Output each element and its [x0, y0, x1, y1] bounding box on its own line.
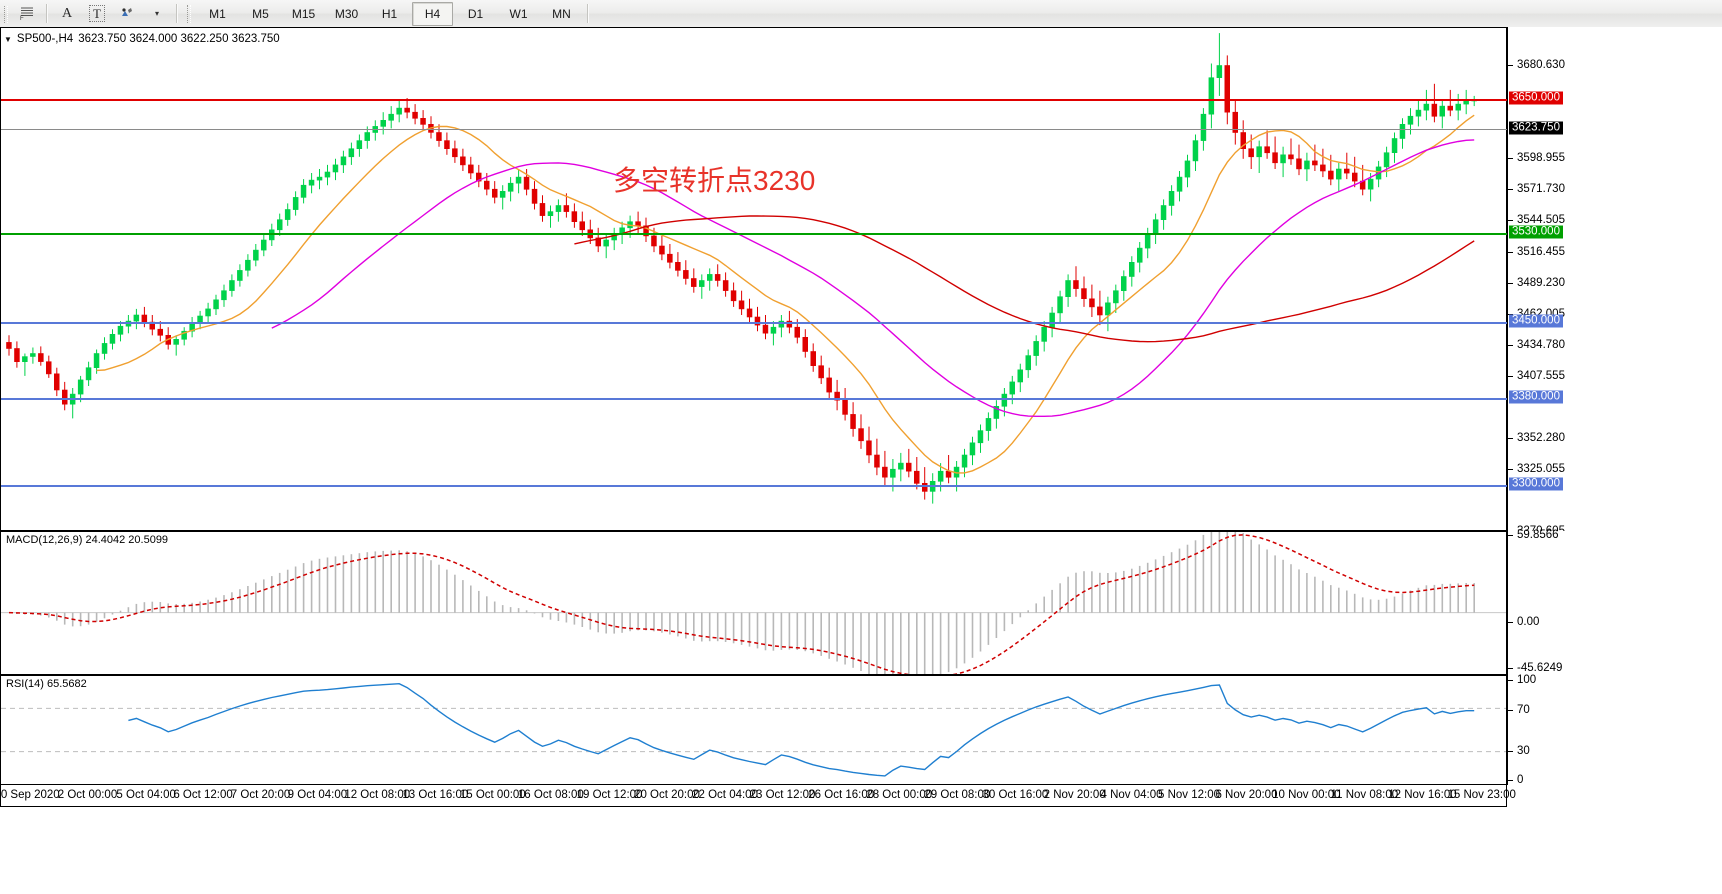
price-scale-tick: 3325.055 — [1508, 463, 1565, 475]
macd-scale[interactable]: 59.8566 0.00 -45.6249 — [1507, 529, 1722, 675]
time-axis-label: 28 Oct 00:00 — [866, 789, 933, 801]
macd-pane[interactable]: MACD(12,26,9) 24.4042 20.5099 — [0, 531, 1507, 675]
symbol-info-row: ▼ SP500-,H4 3623.750 3624.000 3622.250 3… — [4, 33, 280, 45]
price-series-canvas — [6, 33, 1477, 504]
svg-text:F: F — [20, 16, 24, 21]
level-line-current-3623[interactable] — [1, 129, 1508, 130]
toolbar-separator-3 — [587, 4, 589, 23]
rsi-pane[interactable]: RSI(14) 65.5682 — [0, 675, 1507, 785]
price-scale-tick: 3407.555 — [1508, 370, 1565, 382]
rsi-scale[interactable]: 100 70 30 0 — [1507, 674, 1722, 786]
time-axis-label: 5 Oct 04:00 — [116, 789, 176, 801]
rsi-scale-tick: 0 — [1508, 774, 1523, 786]
crosshair-cursor-icon[interactable]: F — [13, 1, 41, 26]
time-axis-label: 13 Oct 16:00 — [402, 789, 469, 801]
level-line-3650[interactable] — [1, 99, 1508, 101]
price-scale-tick: 3571.730 — [1508, 183, 1565, 195]
price-scale-tag[interactable]: 3530.000 — [1509, 225, 1563, 239]
macd-indicator-label: MACD(12,26,9) 24.4042 20.5099 — [6, 534, 169, 546]
macd-scale-tick: -45.6249 — [1508, 662, 1562, 674]
price-scale-tag[interactable]: 3300.000 — [1509, 477, 1563, 491]
time-axis-label: 22 Oct 04:00 — [692, 789, 758, 801]
timeframe-h4[interactable]: H4 — [412, 1, 453, 26]
time-axis-label: 5 Nov 12:00 — [1157, 789, 1221, 801]
price-scale-tick: 3434.780 — [1508, 339, 1565, 351]
shapes-icon[interactable] — [113, 1, 141, 26]
timeframe-mn[interactable]: MN — [552, 6, 571, 21]
price-scale-tick: 3544.505 — [1508, 214, 1565, 226]
rsi-scale-tick: 100 — [1508, 674, 1536, 686]
ohlc-values: 3623.750 3624.000 3622.250 3623.750 — [78, 33, 280, 45]
time-axis-label: 7 Oct 20:00 — [230, 789, 291, 801]
time-axis-label: 16 Oct 08:00 — [517, 789, 584, 801]
time-axis-label: 11 Nov 08:00 — [1330, 789, 1399, 801]
time-axis-label: 9 Oct 04:00 — [287, 789, 348, 801]
text-label-A-icon[interactable]: A — [61, 5, 73, 21]
time-axis-label: 6 Oct 12:00 — [173, 789, 233, 801]
time-axis-label: 15 Nov 23:00 — [1447, 789, 1516, 801]
rsi-series-canvas — [1, 682, 1506, 777]
rsi-scale-tick: 70 — [1508, 704, 1530, 716]
timeframe-m1[interactable]: M1 — [209, 6, 226, 21]
toolbar-separator-2 — [176, 4, 178, 23]
time-axis-label: 2 Oct 00:00 — [57, 789, 118, 801]
price-scale-tick: 3516.455 — [1508, 246, 1565, 258]
price-scale[interactable]: 3680.630 3598.955 3571.730 3544.505 3516.455… — [1507, 27, 1722, 599]
symbol-timeframe-label: SP500-,H4 — [16, 33, 74, 45]
symbol-dropdown-caret-icon[interactable]: ▼ — [4, 34, 12, 44]
timeframe-m5[interactable]: M5 — [252, 6, 269, 21]
price-scale-tick: 3598.955 — [1508, 152, 1565, 164]
price-scale-tick: 3489.230 — [1508, 277, 1565, 289]
price-scale-tick: 3352.280 — [1508, 432, 1565, 444]
level-line-3380[interactable] — [1, 398, 1508, 400]
time-axis-label: 29 Oct 08:00 — [924, 789, 991, 801]
time-axis-label: 2 Nov 20:00 — [1043, 789, 1106, 801]
time-axis-label: 10 Nov 00:00 — [1272, 789, 1341, 801]
macd-scale-tick: 59.8566 — [1508, 529, 1559, 541]
toolbar-separator — [46, 4, 48, 23]
chart-annotation-text[interactable]: 多空转折点3230 — [613, 165, 816, 196]
time-axis-label: 12 Nov 16:00 — [1388, 789, 1457, 801]
time-axis-label: 6 Nov 20:00 — [1215, 789, 1278, 801]
time-axis-label: 30 Sep 2020 — [0, 789, 60, 801]
macd-scale-tick: 0.00 — [1508, 616, 1539, 628]
level-line-3530[interactable] — [1, 233, 1508, 235]
toolbar-drag-handle[interactable] — [1, 3, 10, 25]
text-box-T-icon[interactable]: T — [83, 1, 111, 26]
time-axis-label: 15 Oct 00:00 — [459, 789, 526, 801]
time-axis-label: 30 Oct 16:00 — [982, 789, 1049, 801]
time-axis[interactable]: 30 Sep 2020 2 Oct 00:00 5 Oct 04:00 6 Oct 1… — [0, 785, 1516, 807]
price-pane[interactable]: ▼ SP500-,H4 3623.750 3624.000 3622.250 3… — [0, 27, 1508, 531]
price-scale-tag[interactable]: 3450.000 — [1509, 314, 1563, 328]
timeframe-m15[interactable]: M15 — [291, 6, 316, 21]
timeframe-toolbar-drag-handle[interactable] — [184, 4, 193, 24]
time-axis-label: 12 Oct 08:00 — [344, 789, 411, 801]
timeframe-w1[interactable]: W1 — [509, 6, 528, 21]
time-axis-label: 19 Oct 12:00 — [576, 789, 643, 801]
timeframe-h1[interactable]: H1 — [381, 6, 398, 21]
price-scale-tag[interactable]: 3650.000 — [1509, 91, 1563, 105]
rsi-indicator-label: RSI(14) 65.5682 — [6, 678, 87, 690]
timeframe-d1[interactable]: D1 — [467, 6, 484, 21]
dropdown-caret-icon[interactable]: ▾ — [154, 9, 159, 18]
price-scale-tick: 3680.630 — [1508, 59, 1565, 71]
level-line-3450[interactable] — [1, 322, 1508, 324]
timeframe-m30[interactable]: M30 — [334, 6, 359, 21]
level-line-3300[interactable] — [1, 485, 1508, 487]
rsi-scale-tick: 30 — [1508, 745, 1530, 757]
time-axis-label: 23 Oct 12:00 — [749, 789, 816, 801]
chart-area[interactable]: ▼ SP500-,H4 3623.750 3624.000 3622.250 3… — [0, 27, 1722, 894]
toolbar: F A T ▾ M1 M5 M15 M30 H1 H4 D1 W1 MN — [0, 0, 1722, 28]
macd-series-canvas — [1, 532, 1506, 674]
time-axis-label: 4 Nov 04:00 — [1100, 789, 1163, 801]
price-scale-tag[interactable]: 3623.750 — [1509, 121, 1563, 135]
price-scale-tag[interactable]: 3380.000 — [1509, 390, 1563, 404]
time-axis-label: 26 Oct 16:00 — [808, 789, 875, 801]
time-axis-label: 20 Oct 20:00 — [634, 789, 700, 801]
